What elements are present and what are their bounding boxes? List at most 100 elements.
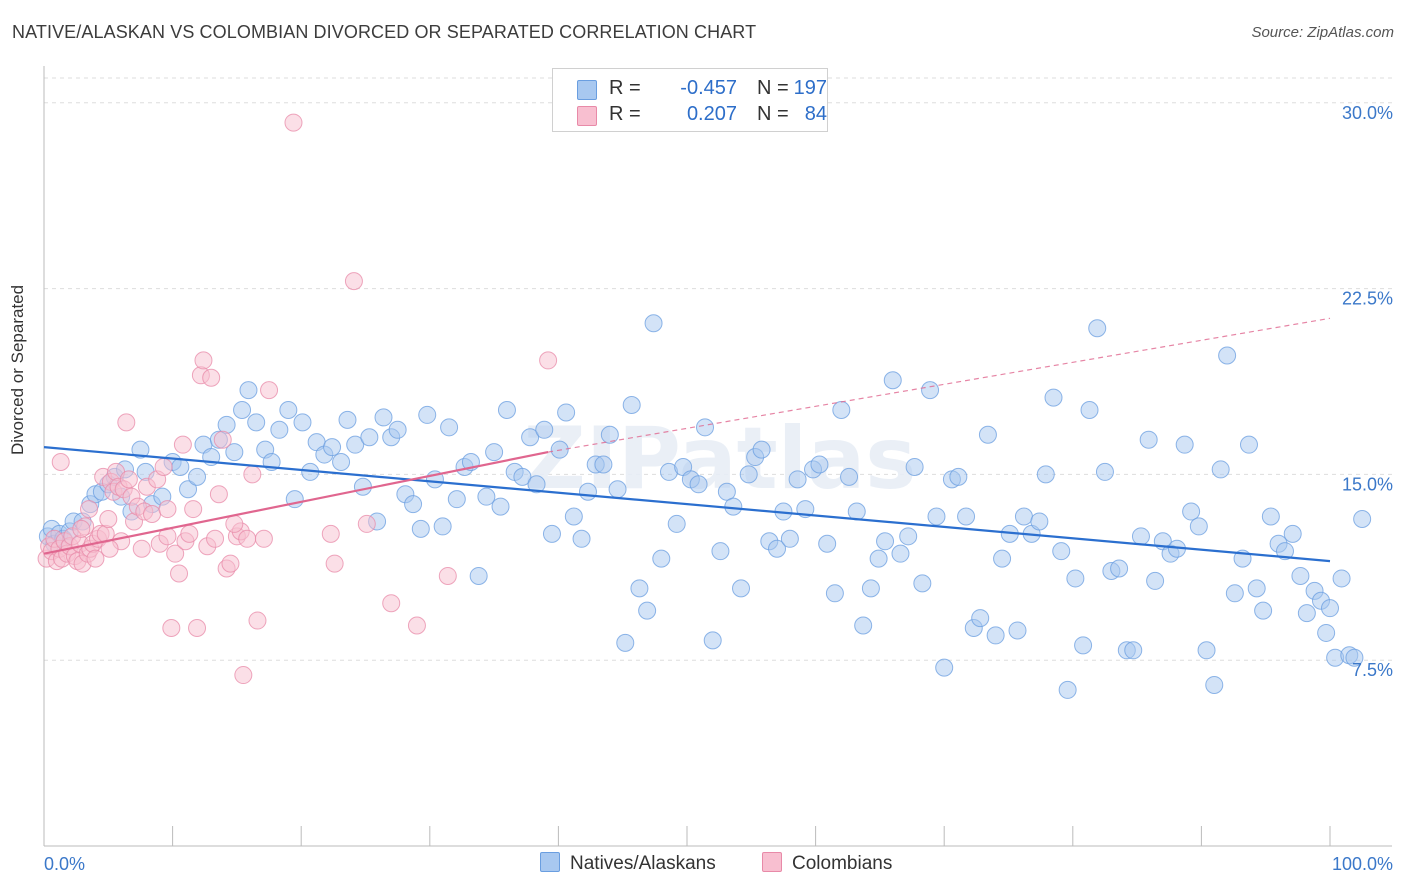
native-point [1074, 636, 1093, 655]
colombian-point [357, 514, 376, 533]
native-point [1182, 502, 1201, 521]
native-point [1080, 400, 1099, 419]
colombian-point [180, 524, 199, 543]
native-point [696, 418, 715, 437]
native-point [899, 527, 918, 546]
native-point [1124, 641, 1143, 660]
colombian-point [254, 529, 273, 548]
native-point [1131, 527, 1150, 546]
n-label: N = [757, 77, 789, 99]
native-point [1095, 462, 1114, 481]
colombian-point [438, 566, 457, 585]
native-point [388, 420, 407, 439]
native-point [1332, 569, 1351, 588]
chart-title: NATIVE/ALASKAN VS COLOMBIAN DIVORCED OR … [12, 22, 757, 42]
native-point [418, 405, 437, 424]
native-trend-line [43, 446, 1331, 563]
legend-item-natives: Natives/Alaskans [540, 852, 716, 875]
colombian-point [173, 435, 192, 454]
native-point [594, 455, 613, 474]
native-point [608, 480, 627, 499]
native-point [935, 658, 954, 677]
native-point [1197, 641, 1216, 660]
native-point [739, 465, 758, 484]
legend-swatch-colombians [577, 106, 597, 126]
native-point [332, 453, 351, 471]
source-label: Source: ZipAtlas.com [1251, 24, 1394, 41]
native-point [1052, 542, 1071, 561]
native-point [179, 480, 198, 499]
native-point [1275, 542, 1294, 561]
native-point [840, 467, 859, 486]
native-point [732, 579, 751, 598]
x-tick-label: 0.0% [44, 854, 85, 874]
colombian-point [202, 368, 221, 387]
legend-label: Colombians [792, 853, 893, 874]
native-point [1014, 507, 1033, 526]
native-point [1239, 435, 1258, 454]
y-tick-label: 15.0% [1342, 474, 1393, 494]
native-point [346, 435, 365, 454]
legend-item-colombians: Colombians [762, 852, 892, 875]
colombian-trend-line [43, 451, 549, 555]
colombian-point [209, 485, 228, 504]
colombian-point [243, 465, 262, 484]
native-point [338, 410, 357, 429]
colombian-point [158, 500, 177, 519]
colombian-point [117, 413, 136, 432]
native-point [225, 443, 244, 462]
native-point [171, 457, 190, 476]
native-point [1044, 388, 1063, 407]
native-point [293, 413, 312, 432]
native-point [404, 495, 423, 514]
native-point [323, 438, 342, 457]
native-point [217, 415, 236, 434]
native-point [644, 314, 663, 333]
native-point [600, 425, 619, 444]
native-point [1317, 623, 1336, 642]
r-label: R = [609, 103, 641, 125]
native-point [913, 574, 932, 593]
axes [43, 66, 1392, 847]
native-point [1189, 517, 1208, 536]
native-point [1283, 524, 1302, 543]
native-point [768, 539, 787, 558]
native-point [1247, 579, 1266, 598]
native-point [1175, 435, 1194, 454]
colombian-point [170, 564, 189, 583]
native-point [986, 626, 1005, 645]
native-point [433, 517, 452, 536]
colombian-point [119, 470, 138, 489]
y-axis-label: Divorced or Separated [8, 284, 27, 455]
data-points [37, 113, 1372, 699]
native-point [447, 490, 466, 509]
native-point [993, 549, 1012, 568]
colombian-point [248, 611, 267, 630]
native-point [1321, 599, 1339, 618]
native-point [711, 542, 730, 561]
native-point [891, 544, 910, 563]
colombian-point [325, 554, 344, 573]
colombian-point [321, 524, 340, 543]
native-point [1066, 569, 1085, 588]
native-point [818, 534, 837, 553]
native-point [869, 549, 888, 568]
native-point [630, 579, 649, 598]
native-point [572, 529, 591, 548]
native-point [1254, 601, 1273, 620]
colombian-point [206, 529, 225, 548]
native-point [477, 487, 496, 506]
native-point [1110, 559, 1129, 578]
y-tick-label: 7.5% [1352, 660, 1393, 680]
native-point [689, 475, 708, 494]
native-point [353, 477, 372, 496]
tick-labels: 7.5% 15.0% 22.5% 30.0% 0.0% 100.0% [44, 103, 1393, 874]
native-point [1211, 460, 1230, 479]
colombian-point [99, 509, 118, 528]
native-point [270, 420, 289, 439]
native-point [638, 601, 657, 620]
native-point [491, 497, 510, 516]
native-point [374, 408, 393, 427]
native-point [652, 549, 671, 568]
native-point [1291, 566, 1310, 585]
